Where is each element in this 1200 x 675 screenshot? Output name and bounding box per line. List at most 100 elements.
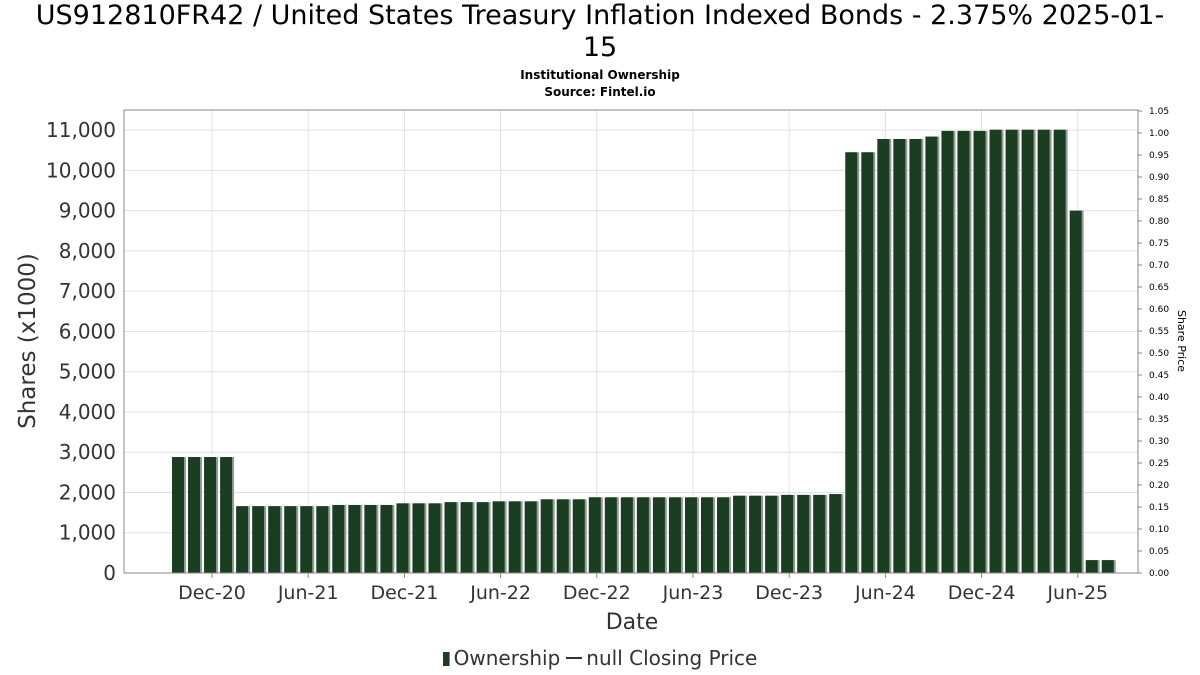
- bar: [781, 494, 794, 573]
- y2-tick-label: 0.00: [1149, 569, 1169, 579]
- x-tick-label: Jun-22: [469, 582, 531, 604]
- bar: [172, 457, 184, 573]
- y-tick-label: 4,000: [59, 400, 116, 424]
- bar: [1085, 560, 1098, 573]
- x-axis-label: Date: [606, 610, 659, 635]
- bar: [204, 457, 217, 573]
- bar: [909, 138, 922, 573]
- bar: [813, 494, 826, 573]
- bar: [829, 494, 842, 573]
- bar: [220, 457, 233, 573]
- y2-tick-label: 0.05: [1149, 547, 1169, 557]
- y-tick-label: 10,000: [46, 158, 116, 182]
- bar: [652, 497, 665, 573]
- bar: [845, 152, 858, 573]
- bar: [236, 506, 249, 573]
- y2-tick-label: 0.65: [1149, 283, 1169, 293]
- bar: [957, 130, 970, 573]
- bar: [636, 497, 649, 573]
- bar: [1053, 129, 1066, 573]
- bar: [700, 497, 713, 573]
- y-tick-label: 9,000: [59, 199, 116, 223]
- y-tick-label: 7,000: [59, 279, 116, 303]
- y-tick-label: 2,000: [59, 480, 116, 504]
- bar: [893, 138, 906, 573]
- y2-tick-label: 0.75: [1149, 239, 1169, 249]
- y2-tick-label: 0.35: [1149, 415, 1169, 425]
- y-axis-label: Shares (x1000): [15, 253, 41, 429]
- bar: [620, 497, 633, 573]
- chart-title-line-2: 15: [582, 32, 618, 63]
- bar: [765, 495, 778, 573]
- y2-tick-label: 0.85: [1149, 195, 1169, 205]
- y2-tick-label: 0.25: [1149, 459, 1169, 469]
- y2-tick-label: 0.60: [1149, 305, 1169, 315]
- bar: [444, 502, 457, 573]
- y-tick-label: 6,000: [59, 319, 116, 343]
- bar: [1069, 210, 1082, 574]
- bar: [508, 501, 521, 573]
- bar: [460, 502, 473, 573]
- bar: [668, 497, 681, 573]
- y2-tick-label: 0.50: [1149, 349, 1169, 359]
- bar: [1101, 560, 1114, 573]
- bar: [380, 504, 393, 573]
- y2-tick-label: 0.20: [1149, 481, 1169, 491]
- bar: [604, 497, 617, 573]
- chart-title-line-1: US912810FR42 / United States Treasury In…: [35, 0, 1165, 31]
- y2-tick-label: 0.55: [1149, 327, 1169, 337]
- x-tick-label: Dec-22: [563, 582, 631, 604]
- bar: [1021, 129, 1034, 573]
- y2-tick-label: 0.80: [1149, 217, 1169, 227]
- bar: [733, 495, 746, 573]
- y2-axis-label: Share Price: [1175, 310, 1188, 372]
- bar: [941, 130, 954, 573]
- chart-subtitle: Institutional Ownership: [520, 68, 680, 82]
- bar: [476, 502, 489, 573]
- bar: [572, 499, 585, 573]
- bar: [300, 506, 313, 573]
- y-tick-label: 3,000: [59, 440, 116, 464]
- x-tick-label: Dec-23: [755, 582, 823, 604]
- y2-tick-label: 0.70: [1149, 261, 1169, 271]
- bar: [749, 495, 762, 573]
- bar: [1037, 129, 1050, 573]
- bar: [1005, 129, 1018, 573]
- chart-legend: Ownership null Closing Price: [0, 646, 1200, 670]
- bar: [524, 501, 537, 573]
- bar: [188, 457, 201, 573]
- legend-ownership-swatch: [442, 652, 450, 666]
- bar: [861, 152, 874, 573]
- chart-title: US912810FR42 / United States Treasury In…: [0, 0, 1200, 64]
- bar: [364, 504, 377, 573]
- bar: [428, 503, 441, 573]
- x-tick-label: Jun-24: [854, 582, 916, 604]
- bar: [973, 130, 986, 573]
- bar: [396, 503, 409, 573]
- bar: [316, 506, 329, 573]
- bar: [252, 506, 265, 573]
- y2-tick-label: 1.00: [1149, 129, 1169, 139]
- bar: [925, 136, 938, 573]
- plot-border: [123, 109, 1139, 574]
- bar: [877, 138, 890, 573]
- x-tick-label: Dec-20: [178, 582, 246, 604]
- chart-canvas: 0 1,000 2,000 3,000 4,000 5,000 6,000 7,000 8,00…: [15, 107, 1188, 635]
- y-tick-label: 5,000: [59, 360, 116, 384]
- bar: [284, 506, 297, 573]
- x-tick-label: Dec-21: [370, 582, 438, 604]
- bar: [332, 504, 345, 573]
- y2-tick-label: 0.90: [1149, 173, 1169, 183]
- bar: [348, 504, 361, 573]
- chart-source: Source: Fintel.io: [544, 85, 656, 99]
- legend-ownership-label: Ownership: [453, 646, 561, 670]
- x-tick-label: Jun-21: [277, 582, 339, 604]
- y-tick-label: 8,000: [59, 239, 116, 263]
- y-tick-label: 11,000: [46, 118, 116, 142]
- bar: [540, 499, 553, 573]
- x-tick-label: Dec-24: [948, 582, 1016, 604]
- x-tick-label: Jun-25: [1046, 582, 1108, 604]
- legend-closing-price-label: null Closing Price: [586, 646, 758, 670]
- x-tick-label: Jun-23: [662, 582, 724, 604]
- legend-closing-price-line: [566, 657, 583, 659]
